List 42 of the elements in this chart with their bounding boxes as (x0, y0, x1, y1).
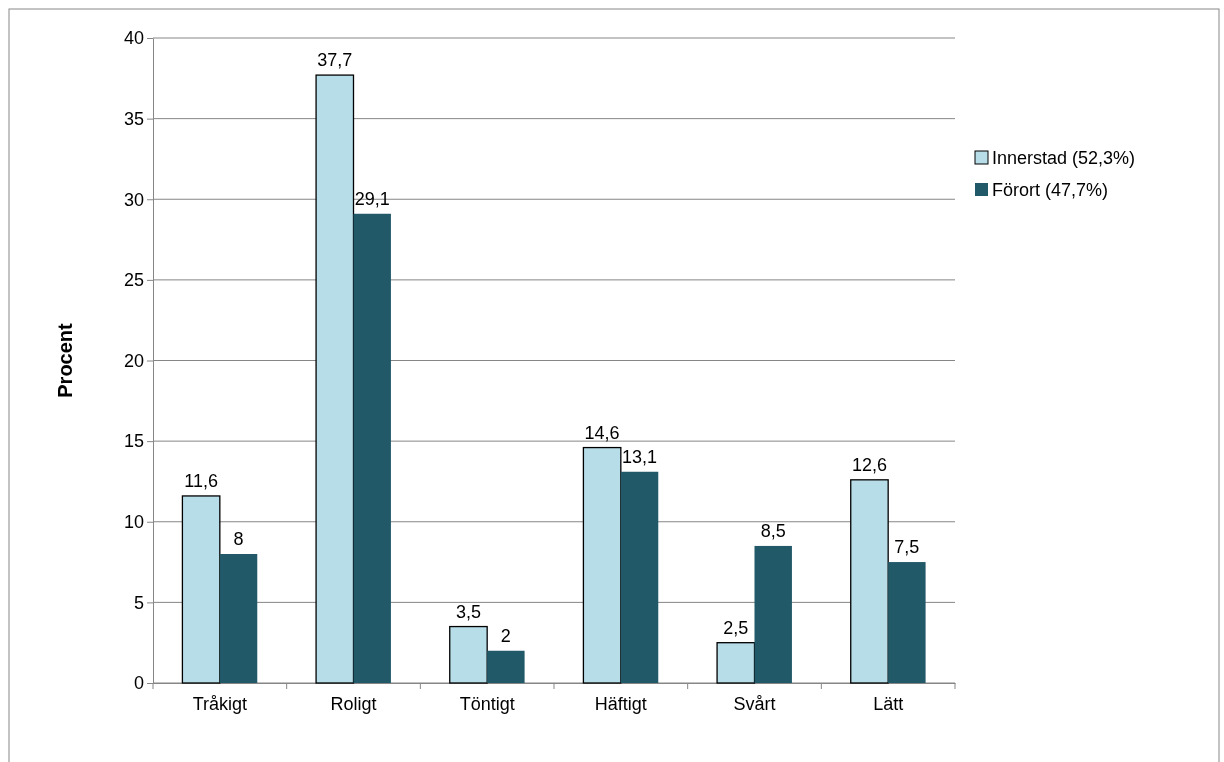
y-tick-label: 30 (123, 189, 144, 210)
bar (754, 545, 792, 683)
y-axis-title: Procent (54, 322, 76, 398)
y-tick-label: 25 (123, 270, 144, 291)
x-tick-label: Töntigt (459, 693, 515, 714)
x-tick-label: Lätt (873, 693, 904, 714)
x-tick-label: Tråkigt (192, 693, 248, 714)
x-tick-label: Roligt (330, 693, 377, 714)
data-label: 7,5 (894, 537, 920, 558)
bar (315, 74, 355, 684)
legend-label: Innerstad (52,3%) (992, 148, 1136, 168)
data-label: 12,6 (851, 454, 887, 475)
data-label: 2 (500, 625, 511, 646)
data-label: 29,1 (354, 188, 390, 209)
bar (582, 446, 622, 684)
x-tick-label: Häftigt (594, 693, 647, 714)
y-tick-label: 15 (123, 431, 144, 452)
legend-label: Förort (47,7%) (992, 180, 1109, 200)
data-label: 2,5 (723, 617, 749, 638)
y-tick-label: 0 (133, 673, 144, 694)
bar (219, 554, 258, 683)
y-tick-label: 10 (123, 512, 144, 533)
data-label: 13,1 (622, 446, 658, 467)
bar (716, 642, 756, 684)
bar (487, 650, 525, 683)
data-label: 37,7 (317, 50, 353, 71)
bar (181, 495, 221, 684)
bar (850, 479, 889, 684)
data-label: 11,6 (184, 470, 218, 491)
data-label: 14,6 (584, 422, 620, 443)
bar (353, 213, 391, 683)
bar (888, 562, 926, 683)
y-tick-label: 35 (123, 108, 144, 129)
data-label: 8,5 (760, 520, 786, 541)
bar (620, 471, 659, 683)
bar (449, 625, 488, 684)
y-tick-label: 5 (133, 592, 144, 613)
x-tick-label: Svårt (733, 693, 776, 714)
data-label: 3,5 (455, 601, 481, 622)
y-tick-label: 20 (123, 350, 144, 371)
data-label: 8 (233, 529, 244, 549)
y-tick-label: 40 (123, 28, 144, 49)
